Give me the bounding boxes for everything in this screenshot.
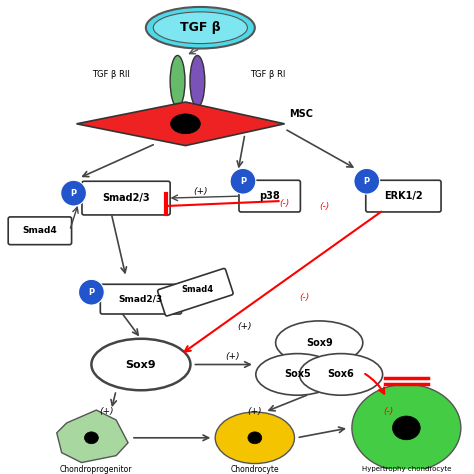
Text: Sox9: Sox9 bbox=[126, 359, 156, 370]
Ellipse shape bbox=[248, 432, 262, 444]
Text: ERK1/2: ERK1/2 bbox=[384, 191, 423, 201]
Circle shape bbox=[79, 279, 104, 305]
Ellipse shape bbox=[392, 416, 420, 440]
Ellipse shape bbox=[256, 354, 339, 395]
Text: Smad4: Smad4 bbox=[22, 226, 57, 235]
FancyBboxPatch shape bbox=[239, 180, 301, 212]
Text: Chondrocyte: Chondrocyte bbox=[230, 465, 279, 474]
Text: Sox5: Sox5 bbox=[284, 369, 311, 379]
Ellipse shape bbox=[171, 114, 201, 134]
Text: TGF β RI: TGF β RI bbox=[250, 70, 285, 79]
Text: (-): (-) bbox=[299, 292, 310, 301]
Text: Sox6: Sox6 bbox=[328, 369, 355, 379]
FancyBboxPatch shape bbox=[158, 268, 233, 316]
Text: Smad2/3: Smad2/3 bbox=[119, 295, 163, 304]
Text: (+): (+) bbox=[193, 187, 208, 196]
Text: Sox9: Sox9 bbox=[306, 337, 333, 348]
Text: P: P bbox=[88, 288, 94, 297]
Ellipse shape bbox=[300, 354, 383, 395]
Polygon shape bbox=[76, 102, 284, 146]
Text: Smad2/3: Smad2/3 bbox=[102, 193, 150, 203]
Text: (+): (+) bbox=[225, 352, 239, 361]
Text: TGF β: TGF β bbox=[180, 21, 221, 34]
Text: (-): (-) bbox=[319, 201, 329, 210]
Ellipse shape bbox=[84, 432, 98, 444]
Text: P: P bbox=[364, 177, 370, 186]
Text: p38: p38 bbox=[259, 191, 280, 201]
Ellipse shape bbox=[352, 384, 461, 472]
Ellipse shape bbox=[215, 412, 294, 464]
Ellipse shape bbox=[275, 321, 363, 365]
FancyBboxPatch shape bbox=[82, 181, 170, 215]
Text: TGF β RII: TGF β RII bbox=[92, 70, 130, 79]
Text: (+): (+) bbox=[247, 407, 262, 416]
Text: Smad4: Smad4 bbox=[182, 285, 213, 294]
Text: Chondroprogenitor: Chondroprogenitor bbox=[60, 465, 133, 474]
FancyBboxPatch shape bbox=[366, 180, 441, 212]
Ellipse shape bbox=[170, 55, 185, 107]
Text: MSC: MSC bbox=[290, 109, 313, 119]
Circle shape bbox=[230, 168, 256, 194]
Text: P: P bbox=[240, 177, 246, 186]
Ellipse shape bbox=[153, 12, 247, 44]
Text: (+): (+) bbox=[99, 407, 113, 416]
Text: Hypertrophy chondrocyte: Hypertrophy chondrocyte bbox=[362, 466, 451, 473]
Ellipse shape bbox=[190, 55, 205, 107]
Text: P: P bbox=[71, 189, 77, 198]
Ellipse shape bbox=[91, 339, 191, 390]
FancyBboxPatch shape bbox=[100, 284, 182, 314]
FancyBboxPatch shape bbox=[8, 217, 72, 245]
Text: (+): (+) bbox=[237, 322, 252, 331]
Circle shape bbox=[61, 180, 86, 206]
Ellipse shape bbox=[146, 7, 255, 48]
Text: (-): (-) bbox=[383, 407, 394, 416]
Circle shape bbox=[354, 168, 380, 194]
Text: (-): (-) bbox=[279, 199, 290, 208]
Polygon shape bbox=[57, 410, 128, 463]
